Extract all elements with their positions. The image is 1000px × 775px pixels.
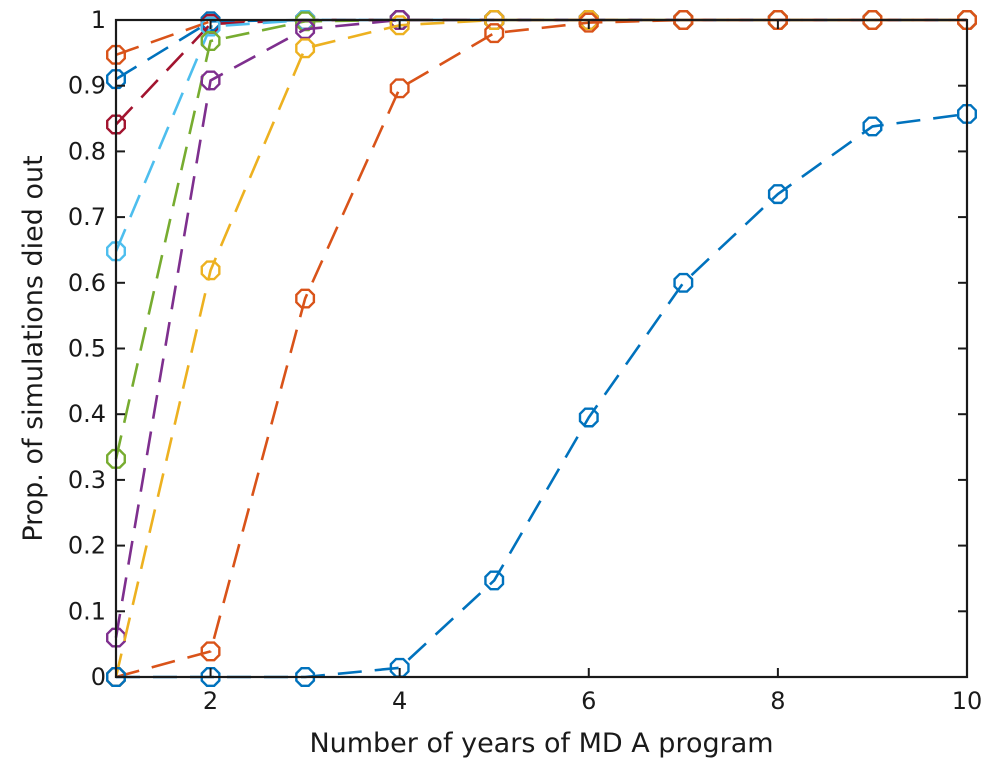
series-1-point — [767, 184, 788, 205]
series-4-point — [106, 627, 126, 648]
series-6-point — [200, 16, 221, 37]
series-2-point — [957, 10, 977, 30]
y-tick-label: 0.4 — [68, 400, 106, 428]
series-1-point — [106, 667, 126, 687]
y-tick-label: 0.1 — [68, 597, 106, 625]
x-tick-label: 10 — [952, 687, 983, 715]
series-2-point — [484, 23, 505, 44]
x-axis-label: Number of years of MD A program — [309, 728, 773, 759]
y-tick-label: 0.5 — [68, 335, 106, 363]
series-1-point — [295, 667, 316, 687]
y-tick-label: 1 — [91, 6, 106, 34]
y-tick-label: 0.9 — [68, 72, 106, 100]
y-axis-label: Prop. of simulations died out — [18, 155, 49, 541]
series-9-point — [106, 44, 126, 65]
series-1-point — [484, 570, 505, 591]
series-4-point — [200, 70, 221, 91]
y-tick-label: 0 — [91, 663, 106, 691]
tick-labels-layer: 2 4 6 8 10 0 0.1 0.2 0.3 0.4 0.5 0.6 0.7 0.8 0.9 1 — [68, 6, 982, 715]
series-3-point — [200, 260, 221, 281]
series-7-point — [106, 114, 126, 135]
series-2-point — [862, 10, 883, 30]
series-1-point — [862, 116, 883, 137]
y-tick-label: 0.6 — [68, 269, 106, 297]
series-2-point — [389, 78, 410, 99]
series-8-point — [106, 69, 126, 90]
series-5-point — [106, 448, 126, 469]
series-1 — [106, 103, 977, 687]
series-5-point — [200, 31, 221, 51]
x-tick-label: 8 — [770, 687, 785, 715]
x-tick-label: 2 — [203, 687, 218, 715]
y-tick-label: 0.3 — [68, 466, 106, 494]
y-tick-label: 0.2 — [68, 532, 106, 560]
series-2-point — [295, 288, 316, 309]
series-1-point — [957, 103, 977, 124]
series-6-point — [106, 241, 126, 262]
series-3-point — [578, 10, 599, 30]
series-2-point — [200, 641, 221, 662]
series-1-point — [673, 272, 694, 293]
y-tick-label: 0.8 — [68, 137, 106, 165]
series-8-point — [200, 11, 221, 32]
ticks-layer — [116, 19, 968, 678]
series-1-point — [578, 407, 599, 428]
x-tick-label: 6 — [581, 687, 596, 715]
series-4-point — [389, 10, 410, 30]
x-tick-label: 4 — [392, 687, 407, 715]
series-1-point — [200, 667, 221, 687]
series-3-point — [484, 10, 505, 30]
series-2-line — [115, 18, 967, 679]
series-3-point — [295, 38, 316, 59]
series-2-point — [767, 10, 788, 30]
y-tick-label: 0.7 — [68, 203, 106, 231]
series-4-point — [295, 19, 316, 40]
series-2 — [106, 10, 977, 687]
series-2-point — [673, 10, 694, 30]
